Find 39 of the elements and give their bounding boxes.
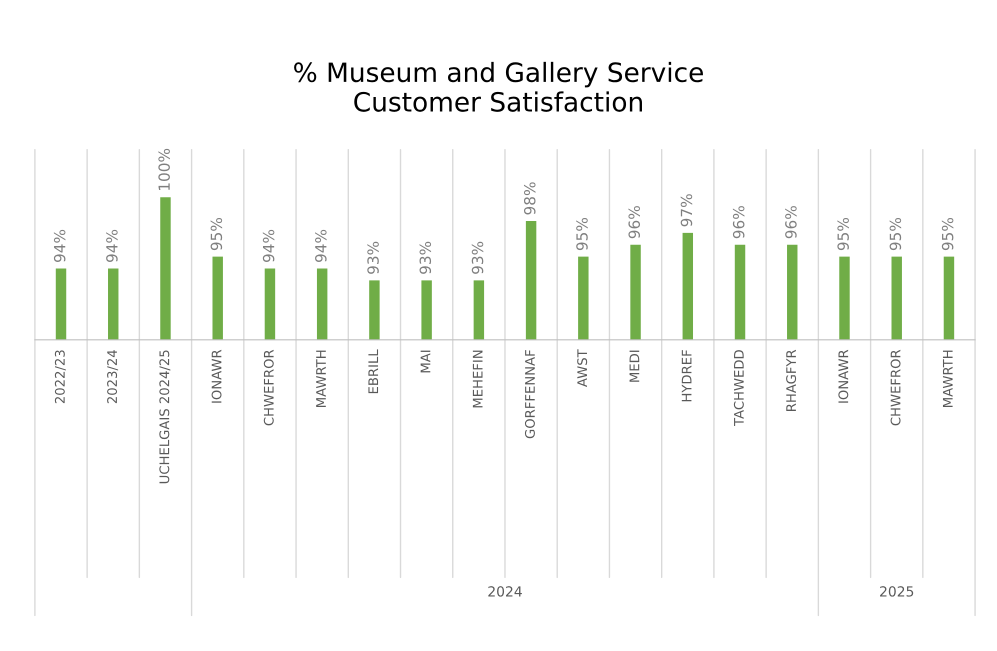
data-label: 100% <box>158 148 170 190</box>
x-tick-label: IONAWR <box>212 350 222 403</box>
text: 2025 <box>880 586 914 597</box>
data-label: 96% <box>628 206 640 238</box>
data-label: 96% <box>785 206 797 238</box>
x-tick-label: AWST <box>577 349 588 388</box>
data-label: 94% <box>262 230 274 262</box>
data-label: 96% <box>732 206 744 238</box>
x-tick-label: CHWEFROR <box>264 350 274 426</box>
x-tick-label: MEDI <box>630 350 640 382</box>
x-tick-label: TACHWEDD <box>734 350 744 426</box>
x-tick-label: 2022/23 <box>54 350 66 404</box>
data-label: 93% <box>472 242 484 274</box>
x-tick-label: EBRILL <box>368 349 378 394</box>
data-label: 93% <box>420 242 432 274</box>
data-label: 93% <box>367 242 379 274</box>
data-label: 98% <box>524 182 536 214</box>
data-label: 94% <box>315 230 327 262</box>
x-tick-label: 2023/24 <box>107 350 118 404</box>
x-tick-label: GORFFENNAF <box>524 350 535 438</box>
text: 2024 <box>488 586 522 597</box>
x-tick-label: RHAGFYR <box>786 350 796 411</box>
x-tick-label: MAI <box>420 350 430 372</box>
chart-title: % Museum and Gallery Service Customer Satisfaction <box>294 62 703 112</box>
x-tick-label: MAWRTH <box>942 350 953 407</box>
x-tick-label: UCHELGAIS 2024/25 <box>159 350 170 484</box>
x-tick-label: MAWRTH <box>316 350 326 407</box>
data-label: 95% <box>942 218 954 250</box>
x-tick-label: IONAWR <box>838 350 848 403</box>
data-label: 94% <box>106 230 118 262</box>
x-tick-label: CHWEFROR <box>890 350 901 426</box>
data-label: 97% <box>680 194 692 226</box>
data-label: 95% <box>890 218 902 250</box>
x-tick-label: MEHEFIN <box>472 350 483 408</box>
data-label: 95% <box>210 218 222 250</box>
data-label: 95% <box>837 218 849 250</box>
x-tick-label: HYDREF <box>682 350 692 402</box>
data-label: 94% <box>54 230 66 262</box>
data-label: 95% <box>576 218 588 250</box>
